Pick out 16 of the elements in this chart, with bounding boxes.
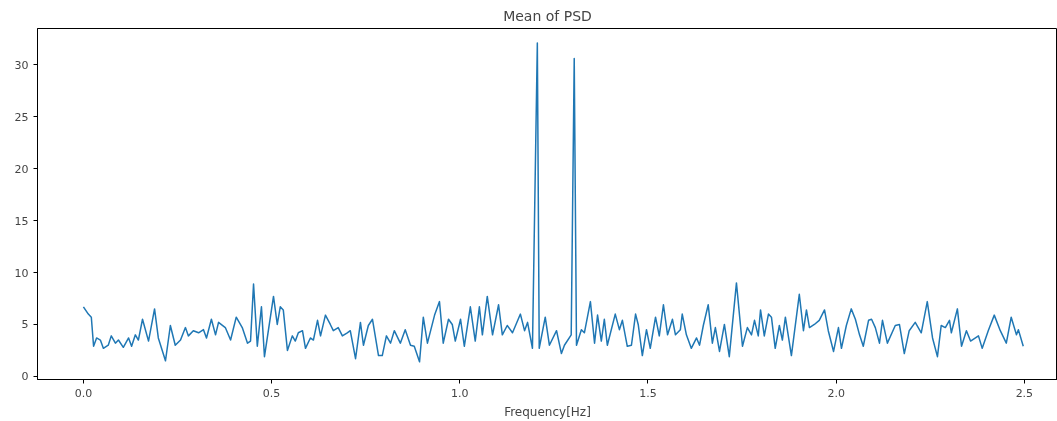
x-tick-label: 1.0 xyxy=(451,386,469,400)
y-tick-label: 30 xyxy=(14,58,29,72)
y-tick-label: 25 xyxy=(14,110,29,124)
chart-title: Mean of PSD xyxy=(503,7,592,24)
x-tick-label: 0.5 xyxy=(262,386,281,400)
x-tick-label: 1.5 xyxy=(639,386,657,400)
y-tick-label: 15 xyxy=(14,214,29,228)
y-tick-label: 20 xyxy=(14,162,29,176)
x-tick-label: 2.0 xyxy=(827,386,845,400)
x-tick-label: 0.0 xyxy=(74,386,93,400)
y-tick-label: 5 xyxy=(21,318,29,332)
y-tick-label: 0 xyxy=(21,370,29,384)
y-tick-label: 10 xyxy=(14,266,29,280)
line-series xyxy=(82,42,1024,363)
x-axis-title: Frequency[Hz] xyxy=(504,404,591,419)
x-tick-label: 2.5 xyxy=(1015,386,1034,400)
